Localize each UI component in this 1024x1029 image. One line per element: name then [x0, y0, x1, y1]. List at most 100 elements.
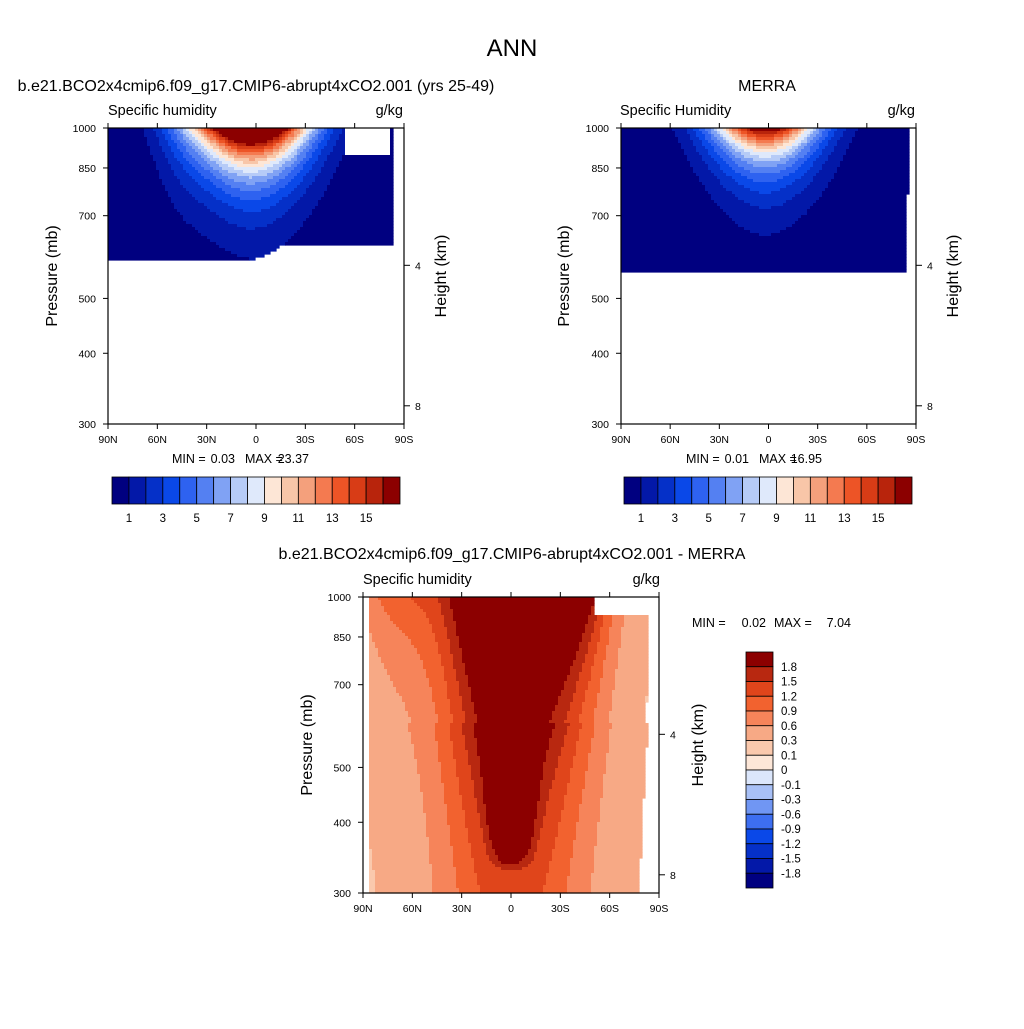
- contour-cell: [108, 200, 172, 204]
- colorbar-box: [196, 476, 215, 505]
- y-tick-label: 700: [333, 680, 351, 692]
- contour-cell: [402, 630, 433, 634]
- contour-cell: [711, 194, 736, 198]
- contour-cell: [207, 137, 211, 141]
- contour-cell: [819, 131, 823, 135]
- contour-cell: [174, 203, 205, 207]
- contour-cell: [465, 666, 571, 670]
- contour-cell: [609, 714, 646, 718]
- contour-cell: [570, 702, 583, 706]
- contour-cell: [450, 825, 466, 829]
- contour-cell: [312, 167, 322, 171]
- contour-cell: [483, 831, 490, 835]
- contour-cell: [390, 137, 394, 141]
- contour-cell: [363, 699, 370, 703]
- contour-cell: [744, 227, 787, 231]
- contour-cell: [327, 143, 337, 147]
- colorbar-label: -0.3: [781, 795, 801, 807]
- contour-cell: [204, 167, 214, 171]
- contour-cell: [531, 843, 538, 847]
- contour-cell: [333, 173, 394, 177]
- contour-cell: [291, 146, 298, 150]
- contour-cell: [384, 609, 424, 613]
- contour-cell: [225, 182, 247, 186]
- contour-cell: [486, 852, 496, 856]
- contour-cell: [342, 131, 346, 135]
- contour-cell: [396, 624, 433, 628]
- contour-cell: [741, 134, 748, 138]
- contour-cell: [171, 134, 178, 138]
- contour-cell: [312, 164, 325, 168]
- contour-cell: [732, 176, 748, 180]
- contour-cell: [291, 140, 295, 144]
- contour-cell: [213, 167, 223, 171]
- contour-cell: [192, 131, 199, 135]
- contour-cell: [804, 146, 811, 150]
- contour-cell: [534, 825, 544, 829]
- contour-cell: [264, 164, 274, 168]
- contour-cell: [558, 825, 577, 829]
- contour-cell: [579, 675, 592, 679]
- contour-cell: [594, 861, 640, 865]
- contour-cell: [792, 128, 799, 132]
- contour-cell: [720, 206, 760, 210]
- contour-cell: [177, 176, 193, 180]
- contour-cell: [606, 768, 646, 772]
- contour-cell: [363, 858, 370, 862]
- contour-cell: [288, 194, 304, 198]
- contour-cell: [474, 723, 556, 727]
- contour-cell: [171, 197, 196, 201]
- contour-cell: [690, 164, 709, 168]
- contour-cell: [399, 627, 433, 631]
- contour-cell: [588, 651, 598, 655]
- contour-cell: [393, 684, 430, 688]
- contour-cell: [609, 633, 622, 637]
- contour-cell: [735, 161, 748, 165]
- contour-cell: [267, 224, 304, 228]
- contour-cell: [183, 155, 193, 159]
- contour-cell: [807, 209, 907, 213]
- contour-cell: [543, 885, 568, 889]
- contour-cell: [165, 152, 175, 156]
- contour-cell: [324, 164, 340, 168]
- contour-cell: [459, 792, 475, 796]
- contour-cell: [159, 176, 178, 180]
- contour-cell: [555, 708, 571, 712]
- contour-cell: [294, 188, 307, 192]
- contour-cell: [609, 732, 649, 736]
- contour-cell: [282, 131, 286, 135]
- model-colorbar: 1 3 5 7 9 11 13 15: [111, 476, 401, 525]
- contour-cell: [603, 669, 616, 673]
- contour-cell: [585, 771, 607, 775]
- contour-cell: [594, 720, 610, 724]
- contour-cell: [459, 693, 472, 697]
- contour-cell: [738, 146, 745, 150]
- contour-cell: [813, 143, 820, 147]
- y-tick-label: 300: [591, 419, 609, 431]
- contour-cell: [420, 654, 442, 658]
- contour-cell: [612, 615, 625, 619]
- contour-cell: [288, 131, 292, 135]
- contour-cell: [531, 837, 541, 841]
- contour-cell: [264, 152, 274, 156]
- contour-cell: [708, 149, 715, 153]
- svg-text:MIN =: MIN =: [692, 616, 726, 630]
- contour-cell: [603, 795, 646, 799]
- contour-cell: [486, 804, 538, 808]
- contour-cell: [597, 645, 607, 649]
- contour-cell: [753, 164, 778, 168]
- diff-panel: b.e21.BCO2x4cmip6.f09_g17.CMIP6-abrupt4x…: [279, 546, 851, 915]
- contour-cell: [312, 155, 319, 159]
- contour-cell: [306, 140, 310, 144]
- contour-cell: [447, 822, 466, 826]
- y-tick-label: 500: [333, 762, 351, 774]
- contour-cell: [438, 651, 451, 655]
- contour-cell: [108, 221, 187, 225]
- contour-cell: [441, 777, 460, 781]
- contour-cell: [594, 729, 610, 733]
- contour-cell: [615, 678, 649, 682]
- contour-cell: [321, 167, 337, 171]
- contour-cell: [594, 621, 604, 625]
- contour-cell: [177, 137, 184, 141]
